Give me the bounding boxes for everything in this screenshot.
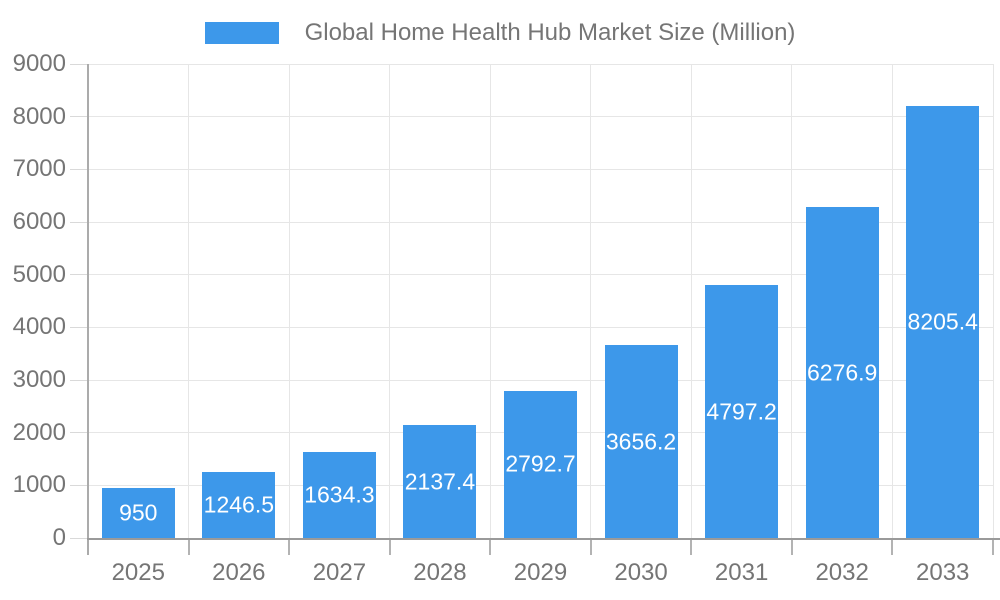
x-tick xyxy=(589,540,592,555)
gridline-vertical xyxy=(188,64,190,538)
y-axis-label: 4000 xyxy=(12,313,66,341)
bar xyxy=(202,472,276,538)
bar xyxy=(504,390,577,538)
gridline-horizontal xyxy=(88,274,993,276)
gridline-vertical xyxy=(288,64,290,538)
y-axis-line xyxy=(87,64,89,555)
bar-value-label: 3656.2 xyxy=(605,428,677,455)
x-axis-label: 2030 xyxy=(614,559,668,586)
bar-value-label: 2792.7 xyxy=(505,450,576,477)
y-tick xyxy=(70,432,88,434)
bar-value-label: 1634.3 xyxy=(304,481,375,508)
x-tick xyxy=(790,540,793,555)
bar-value-label: 6276.9 xyxy=(806,359,878,386)
y-axis-label: 1000 xyxy=(12,471,66,499)
x-tick xyxy=(690,540,693,555)
y-axis-label: 9000 xyxy=(12,50,66,77)
bar xyxy=(302,451,376,538)
y-tick xyxy=(70,326,88,328)
bar xyxy=(403,425,477,538)
bar-value-label: 8205.4 xyxy=(907,308,978,335)
x-tick xyxy=(992,540,994,555)
gridline-horizontal xyxy=(88,168,993,170)
gridline-vertical xyxy=(389,64,391,538)
gridline-vertical xyxy=(891,64,893,538)
y-axis-label: 7000 xyxy=(12,155,66,183)
y-tick xyxy=(70,168,88,170)
gridline-horizontal xyxy=(88,221,993,223)
y-axis-label: 2000 xyxy=(12,418,66,446)
y-tick xyxy=(70,274,88,276)
x-axis-label: 2033 xyxy=(916,559,970,586)
y-axis-label: 5000 xyxy=(12,260,66,288)
y-tick xyxy=(70,221,88,223)
gridline-vertical xyxy=(590,64,592,538)
y-tick xyxy=(70,484,88,486)
bar-value-label: 2137.4 xyxy=(404,468,476,495)
x-axis-label: 2026 xyxy=(212,559,266,586)
x-axis-label: 2031 xyxy=(714,559,769,586)
x-tick xyxy=(489,540,492,555)
x-tick xyxy=(288,540,291,555)
legend-label: Global Home Health Hub Market Size (Mill… xyxy=(304,19,796,46)
y-axis-label: 3000 xyxy=(12,366,66,393)
x-axis-label: 2032 xyxy=(815,559,869,586)
y-axis-label: 0 xyxy=(52,524,66,551)
bar xyxy=(604,345,678,538)
gridline-vertical xyxy=(791,64,793,538)
bar-value-label: 950 xyxy=(119,499,158,526)
gridline-vertical xyxy=(690,64,692,538)
x-axis-label: 2027 xyxy=(312,559,367,586)
x-axis-label: 2028 xyxy=(413,559,467,586)
y-axis-label: 8000 xyxy=(12,102,66,130)
gridline-horizontal xyxy=(88,326,993,328)
x-tick xyxy=(187,540,190,555)
y-tick xyxy=(70,379,88,381)
x-axis-line xyxy=(87,538,1000,540)
y-tick xyxy=(70,63,88,65)
legend: Global Home Health Hub Market Size (Mill… xyxy=(0,19,1000,47)
gridline-horizontal xyxy=(88,63,993,65)
y-axis-label: 6000 xyxy=(12,208,66,235)
bar xyxy=(805,207,879,538)
y-tick xyxy=(70,116,88,118)
x-axis-label: 2029 xyxy=(513,559,568,586)
legend-swatch xyxy=(204,22,279,44)
gridline-horizontal xyxy=(88,116,993,118)
x-tick xyxy=(388,540,391,555)
x-tick xyxy=(891,540,894,555)
gridline-horizontal xyxy=(88,379,993,381)
gridline-vertical xyxy=(992,64,994,538)
bar-value-label: 1246.5 xyxy=(203,491,275,518)
bar xyxy=(906,105,980,538)
bar xyxy=(101,487,175,538)
bar xyxy=(705,285,779,538)
gridline-vertical xyxy=(489,64,491,538)
y-tick xyxy=(70,537,88,539)
x-axis-label: 2025 xyxy=(111,559,165,586)
bar-value-label: 4797.2 xyxy=(706,398,777,425)
